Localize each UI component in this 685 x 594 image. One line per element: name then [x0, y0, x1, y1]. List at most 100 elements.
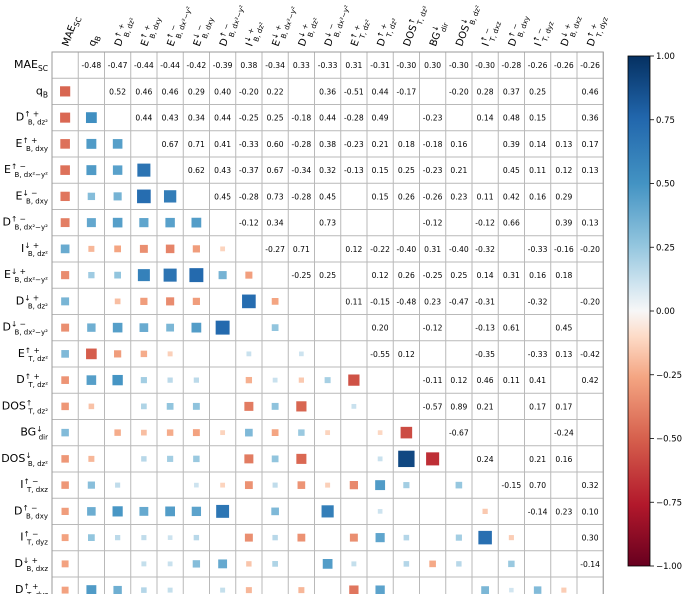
correlation-square [218, 271, 227, 280]
axis-label: I↑ −T, dyz [20, 530, 48, 547]
colorbar-tick-label: 1.00 [656, 52, 675, 62]
correlation-square [86, 138, 97, 149]
correlation-value: 0.67 [162, 140, 179, 149]
axis-label: E↓ +B, dx²−y² [268, 2, 299, 49]
correlation-value: -0.22 [370, 245, 390, 254]
correlation-value: 0.23 [450, 192, 467, 201]
correlation-square [60, 191, 70, 202]
correlation-square [272, 377, 278, 383]
correlation-value: -0.31 [475, 297, 495, 306]
correlation-value: 0.43 [214, 166, 231, 175]
correlation-square [245, 271, 253, 279]
colorbar-tick-label: 0.75 [656, 116, 675, 126]
row-labels: MAESC qB D↑ + B, dz² E↑ + B, dxy E↑ − B, dx²−y²… [1, 58, 48, 594]
colorbar-ticks: 1.00 0.75 0.50 0.25 0.00 −0.25 −0.50 −0.75 −1.00 [650, 52, 682, 572]
correlation-square [166, 429, 174, 436]
correlation-square [192, 429, 200, 437]
correlation-value: -0.51 [344, 87, 364, 96]
correlation-value: -0.15 [502, 481, 522, 490]
correlation-square [245, 428, 253, 437]
correlation-value: 0.29 [188, 87, 205, 96]
correlation-value: 0.15 [372, 192, 389, 201]
correlation-square [271, 455, 279, 463]
correlation-value: 0.61 [503, 324, 520, 333]
correlation-square [88, 455, 95, 462]
correlation-square [112, 506, 123, 517]
correlation-square [193, 455, 200, 463]
correlation-value: -0.33 [528, 350, 548, 359]
correlation-square [166, 297, 175, 306]
correlation-square [60, 244, 70, 254]
correlation-value: -0.16 [554, 245, 574, 254]
correlation-square [429, 560, 436, 568]
correlation-square [137, 269, 150, 282]
correlation-square [509, 587, 514, 593]
correlation-square [165, 244, 175, 254]
correlation-square [400, 426, 413, 439]
correlation-square [114, 245, 121, 253]
correlation-square [137, 163, 151, 177]
correlation-value: -0.13 [344, 166, 364, 175]
correlation-square [192, 245, 200, 253]
axis-label: I↑ −T, dxz [478, 17, 503, 49]
correlation-square [141, 587, 147, 593]
colorbar-tick-label: 0.50 [656, 180, 675, 190]
correlation-value: 0.44 [372, 87, 389, 96]
correlation-square [191, 506, 202, 517]
correlation-value: 0.34 [267, 219, 284, 228]
correlation-value: 0.71 [293, 245, 310, 254]
correlation-square [163, 268, 177, 282]
correlation-value: -0.17 [397, 87, 417, 96]
correlation-square [375, 480, 386, 491]
correlation-square [139, 218, 149, 228]
correlation-square [112, 322, 123, 333]
correlation-square [139, 244, 148, 253]
correlation-value: -0.42 [580, 350, 600, 359]
correlation-value: 0.44 [135, 114, 152, 123]
correlation-square [114, 429, 121, 436]
axis-label: D↑ −B, dxy [504, 12, 531, 49]
correlation-square [114, 350, 122, 358]
correlation-square [165, 506, 175, 517]
correlation-value: -0.47 [108, 61, 128, 70]
correlation-value: 0.46 [582, 87, 599, 96]
correlation-value: -0.30 [397, 61, 417, 70]
axis-label: E↓ −B, dxy [16, 188, 48, 205]
axis-label: E↑ +B, dxy [137, 13, 164, 49]
correlation-value: -0.32 [475, 245, 495, 254]
correlation-value: -0.33 [528, 245, 548, 254]
correlation-value: 0.12 [372, 271, 389, 280]
correlation-square [478, 530, 492, 545]
correlation-square [298, 377, 304, 383]
correlation-square [192, 297, 200, 305]
correlation-value: -0.30 [475, 61, 495, 70]
correlation-square [244, 454, 254, 464]
correlation-value: 0.13 [555, 140, 572, 149]
correlation-value: -0.18 [292, 114, 312, 123]
correlation-value: 0.11 [345, 297, 362, 306]
correlation-value: -0.12 [239, 219, 259, 228]
correlation-value: 0.71 [188, 140, 205, 149]
correlation-square [455, 481, 463, 489]
correlation-value: -0.26 [423, 192, 443, 201]
correlation-value: -0.25 [292, 271, 312, 280]
axis-label: E↑ +T, dz² [347, 15, 373, 49]
correlation-square [403, 534, 410, 541]
correlation-value: 0.25 [267, 114, 284, 123]
correlation-value: -0.47 [449, 297, 469, 306]
correlation-value: 0.18 [555, 271, 572, 280]
correlation-value: 0.46 [477, 376, 494, 385]
axis-label: D↓ −B, dx²−y² [2, 320, 48, 337]
correlation-value: 0.21 [477, 402, 494, 411]
axis-label: D↓ +B, dz² [16, 293, 48, 310]
correlation-square [61, 507, 69, 515]
correlation-square [189, 268, 204, 283]
correlation-value: -0.34 [265, 61, 285, 70]
correlation-value: 0.14 [529, 140, 546, 149]
correlation-square [426, 452, 440, 466]
correlation-value: -0.44 [134, 61, 154, 70]
correlation-square [271, 324, 279, 331]
correlation-value: 0.28 [477, 87, 494, 96]
correlation-value: 0.45 [555, 324, 572, 333]
